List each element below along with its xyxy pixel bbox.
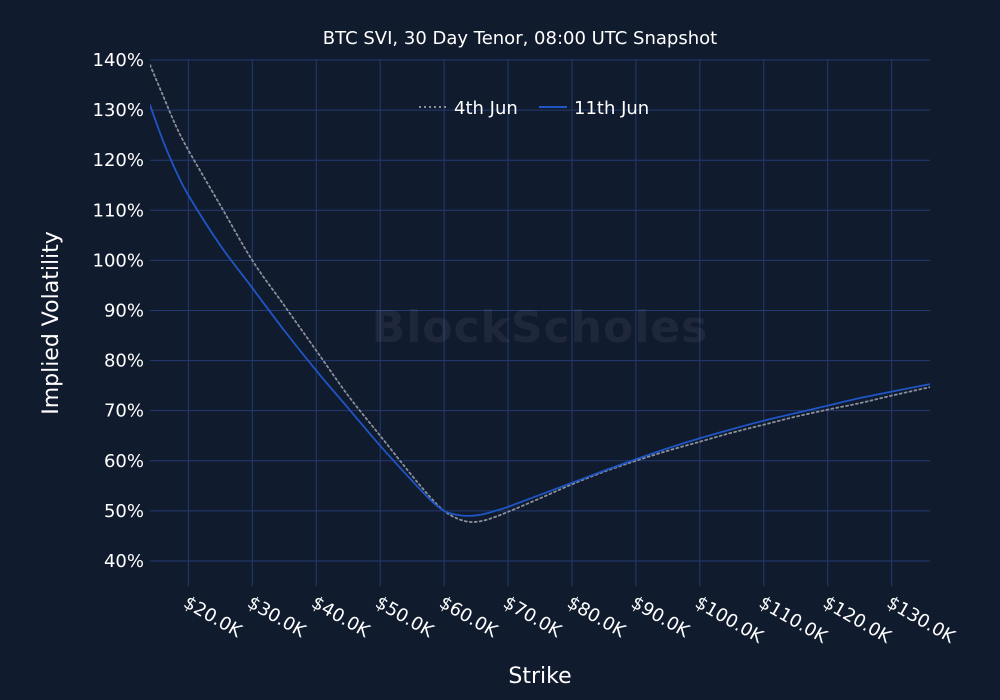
x-tick-label: $110.0K: [755, 592, 831, 648]
legend-item-11th-jun[interactable]: 11th Jun: [539, 98, 649, 119]
y-tick-label: 80%: [104, 351, 144, 372]
legend-label-11th-jun: 11th Jun: [574, 98, 649, 119]
legend-item-4th-jun[interactable]: 4th Jun: [419, 98, 518, 119]
legend-label-4th-jun: 4th Jun: [454, 98, 518, 119]
y-tick-label: 110%: [93, 200, 144, 221]
watermark: BlockScholes: [372, 302, 709, 353]
series-line-11th-jun: [150, 104, 930, 517]
x-tick-label: $80.0K: [563, 592, 629, 642]
y-tick-label: 130%: [93, 100, 144, 121]
x-axis-ticks: $20.0K$30.0K$40.0K$50.0K$60.0K$70.0K$80.…: [180, 592, 960, 648]
legend: 4th Jun 11th Jun: [419, 98, 649, 119]
y-tick-label: 90%: [104, 300, 144, 321]
x-tick-label: $90.0K: [627, 592, 693, 642]
x-tick-label: $30.0K: [244, 592, 310, 642]
x-tick-label: $100.0K: [691, 592, 767, 648]
y-axis-label: Implied Volatility: [39, 231, 64, 415]
y-tick-label: 140%: [93, 50, 144, 71]
series-line-4th-jun: [150, 64, 930, 523]
x-tick-label: $60.0K: [436, 592, 502, 642]
y-tick-label: 120%: [93, 150, 144, 171]
y-tick-label: 40%: [104, 551, 144, 572]
x-tick-label: $50.0K: [372, 592, 438, 642]
x-tick-label: $130.0K: [883, 592, 959, 648]
y-tick-label: 50%: [104, 501, 144, 522]
grid: [150, 59, 930, 586]
chart-title: BTC SVI, 30 Day Tenor, 08:00 UTC Snapsho…: [323, 28, 717, 49]
y-tick-label: 100%: [93, 250, 144, 271]
x-axis-label: Strike: [508, 664, 571, 689]
x-tick-label: $70.0K: [500, 592, 566, 642]
y-tick-label: 70%: [104, 401, 144, 422]
series-layer: [150, 64, 930, 523]
y-axis-ticks: 40% 50% 60% 70% 80% 90% 100% 110% 120% 130% 140%: [93, 50, 144, 572]
x-tick-label: $20.0K: [180, 592, 246, 642]
y-tick-label: 60%: [104, 451, 144, 472]
x-tick-label: $120.0K: [819, 592, 895, 648]
x-tick-label: $40.0K: [308, 592, 374, 642]
